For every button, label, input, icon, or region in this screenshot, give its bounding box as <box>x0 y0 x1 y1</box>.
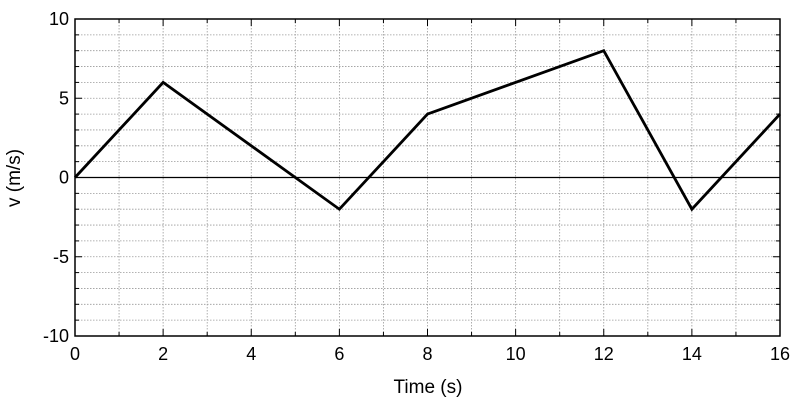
x-tick-label: 16 <box>770 344 790 364</box>
x-tick-label: 2 <box>158 344 168 364</box>
series-layer <box>73 48 782 212</box>
y-tick-label: -10 <box>43 326 69 346</box>
x-tick-label: 12 <box>594 344 614 364</box>
x-tick-label: 0 <box>70 344 80 364</box>
x-tick-label: 4 <box>246 344 256 364</box>
x-axis-ticks: 0 2 4 6 8 10 12 14 16 <box>70 19 790 364</box>
y-tick-label: 0 <box>59 168 69 188</box>
series-line-0 <box>73 48 782 212</box>
y-tick-label: 10 <box>49 9 69 29</box>
x-axis-label: Time (s) <box>394 377 463 398</box>
x-tick-label: 14 <box>682 344 702 364</box>
y-axis-label: v (m/s) <box>4 149 25 207</box>
y-axis-ticks: -10 -5 0 5 10 <box>43 9 780 346</box>
x-tick-label: 8 <box>422 344 432 364</box>
y-tick-label: 5 <box>59 88 69 108</box>
x-tick-label: 6 <box>334 344 344 364</box>
y-tick-label: -5 <box>53 247 69 267</box>
x-tick-label: 10 <box>506 344 526 364</box>
